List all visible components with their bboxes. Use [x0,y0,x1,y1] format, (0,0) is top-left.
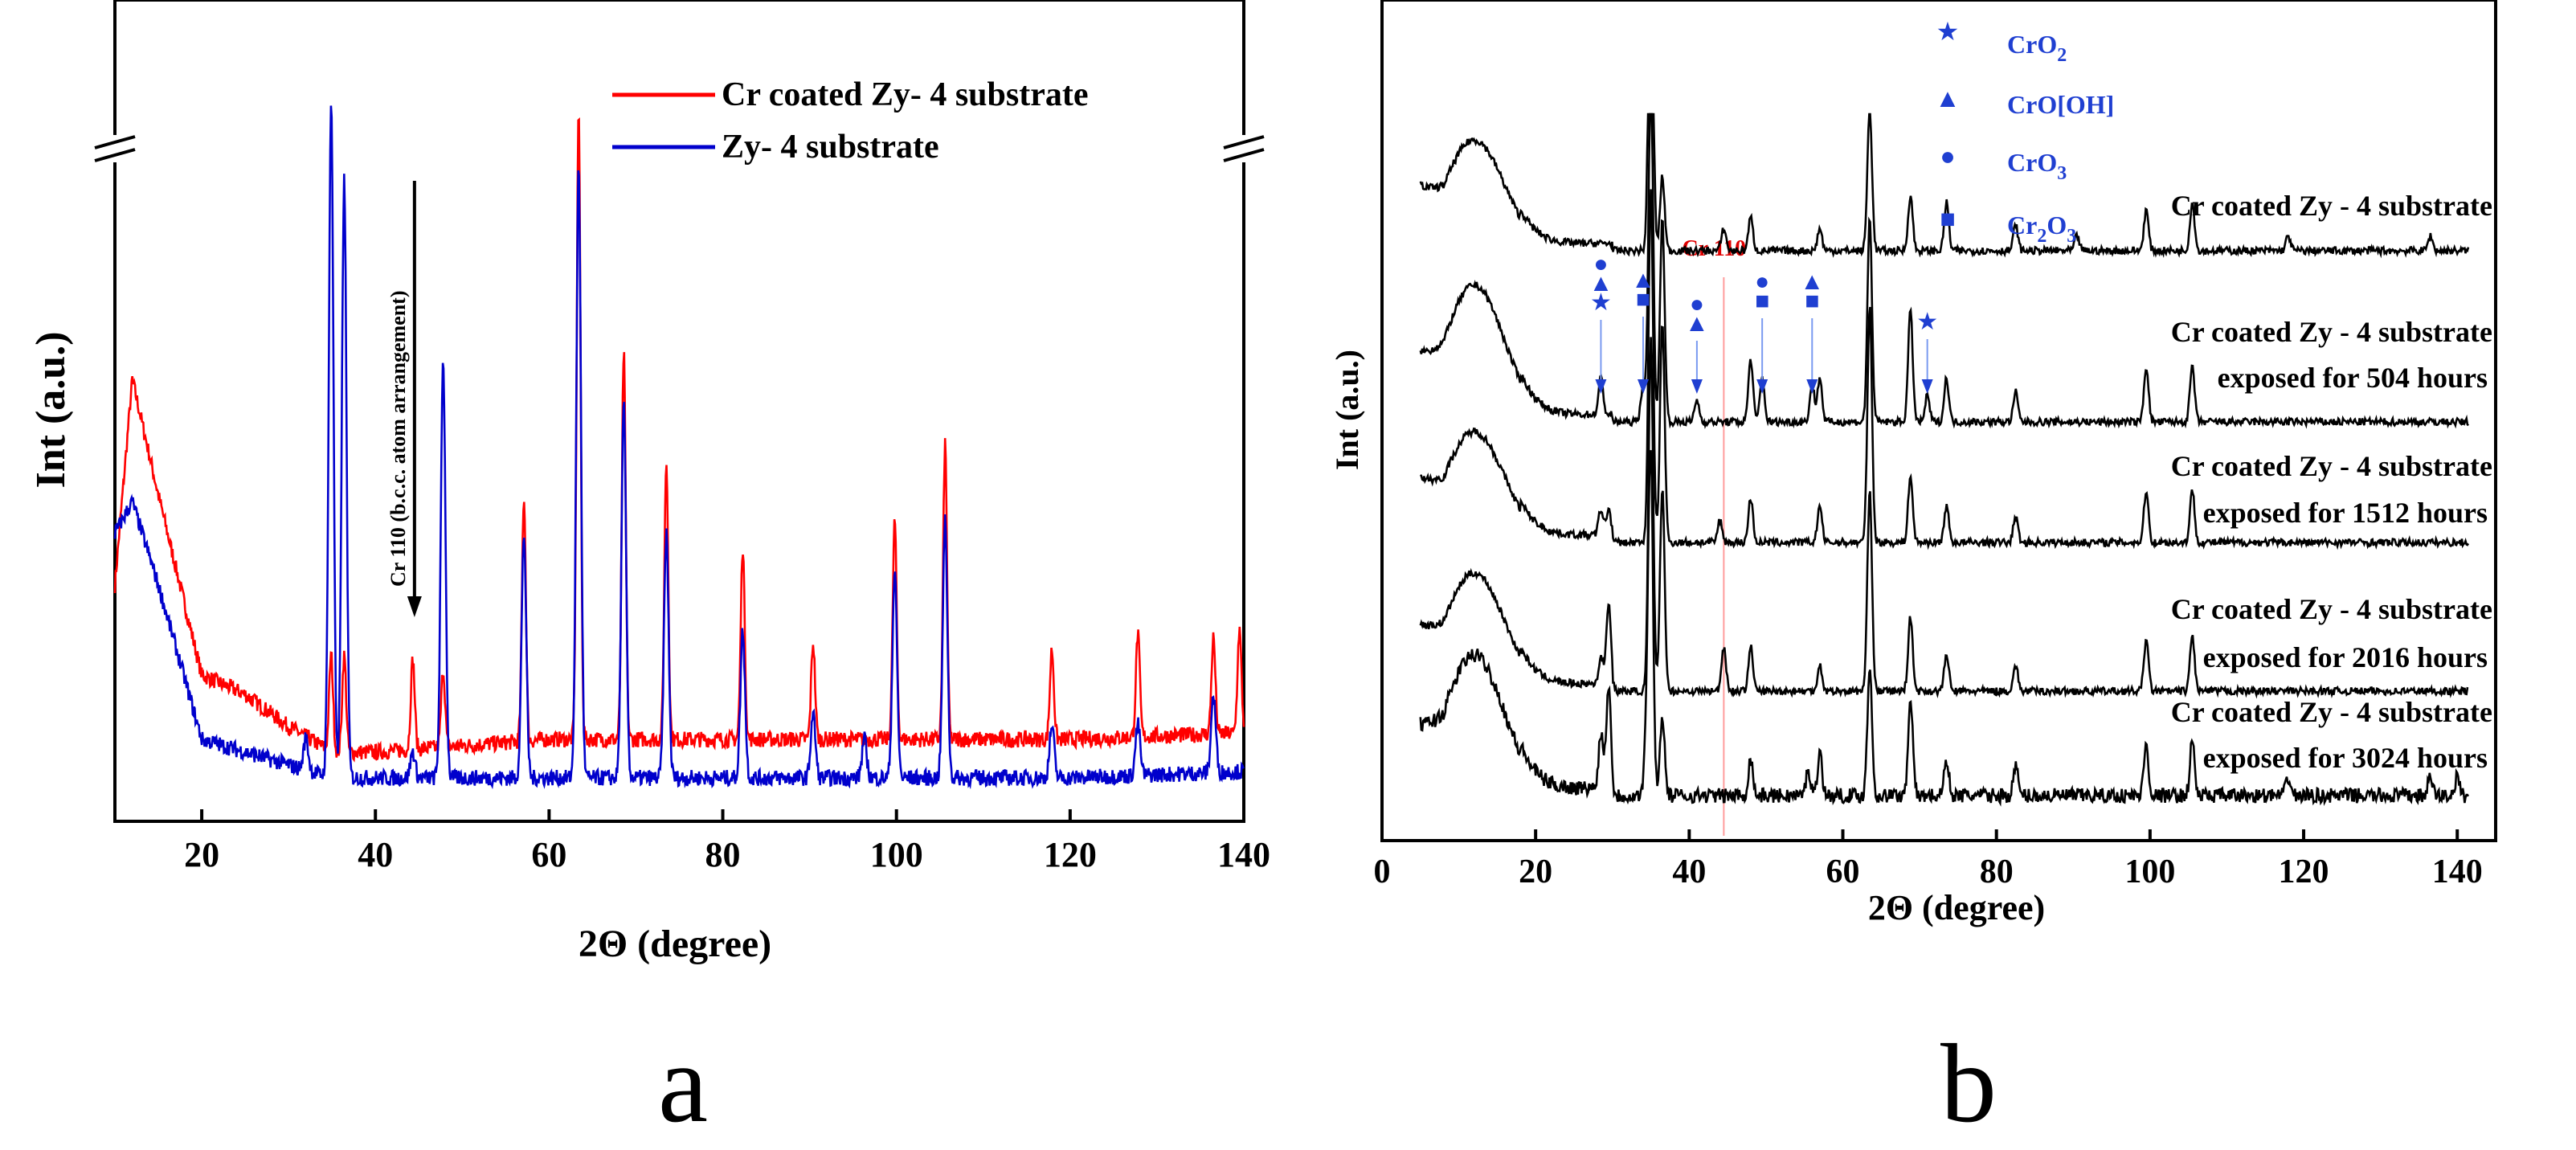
phase-arrow-head [1595,379,1607,394]
legend-label: Cr2O3 [2007,211,2076,247]
panel-b-series-exposure-label-5: exposed for 3024 hours [2203,742,2488,774]
phase-symbol: ■ [1805,288,1819,314]
panel-a-y-axis-label: Int (a.u.) [28,331,74,488]
legend-symbol: ■ [1940,204,1955,233]
phase-symbol: ★ [1590,289,1612,316]
panel-b-legend: ★ CrO2 ▲ CrO[OH] ● CrO3 ■ Cr2O3 [1935,17,2114,247]
legend-blue-label: Zy- 4 substrate [722,129,939,166]
panel-b-x-tick-label: 80 [1980,853,2014,890]
panel-b-series-exposure-label-4: exposed for 2016 hours [2203,641,2488,673]
panel-a-x-tick-label: 80 [705,835,741,874]
cr110-annotation-label: Cr 110 (b.c.c. atom arrangement) [386,291,410,587]
cr110-arrow-head [407,596,422,617]
panel-a-axis-break-right [1223,135,1265,162]
panel-a-chart: 20 40 60 80 100 120 140 Cr 110 (b.c.c. atom ar… [28,0,1270,1146]
panel-a-x-tick-label: 120 [1044,835,1097,874]
panel-b-series-label-1: Cr coated Zy - 4 substrate [2171,190,2492,222]
phase-symbol: ■ [1755,288,1769,314]
panel-a-x-tick-label: 40 [358,835,393,874]
phase-arrow-head [1806,379,1818,394]
phase-symbol: ● [1593,251,1608,277]
phase-symbol: ● [1755,268,1769,295]
phase-arrow-head [1637,379,1649,394]
phase-symbol: ● [1690,291,1704,317]
phase-symbol: ▲ [1685,310,1709,337]
panel-a-legend: Cr coated Zy- 4 substrate Zy- 4 substrat… [612,76,1089,166]
panel-a-plot-frame [113,0,1245,823]
phase-arrow-head [1691,379,1703,394]
panel-b-series-label-2: Cr coated Zy - 4 substrate [2171,316,2492,348]
panel-b-series-line-5 [1419,450,2470,807]
panel-a-axis-break-left [94,135,136,162]
legend-symbol: ★ [1936,17,1960,46]
panel-a-series-line-cr-coated [113,117,1245,763]
panel-b-series-line-3 [1419,189,2470,550]
legend-symbol: ● [1940,141,1955,170]
panel-b-x-tick-label: 0 [1374,853,1391,890]
phase-symbol: ■ [1636,286,1650,313]
phase-symbol: ▲ [1800,268,1824,295]
phase-arrow-head [1921,379,1933,394]
panel-b-x-tick-label: 120 [2279,853,2329,890]
panel-b-series-label-5: Cr coated Zy - 4 substrate [2171,696,2492,728]
panel-b-series-labels: Cr coated Zy - 4 substrate Cr coated Zy -… [2171,190,2492,774]
panel-b-y-axis-label: Int (a.u.) [1329,350,1365,470]
legend-label: CrO3 [2007,148,2067,184]
panel-a-series-line-zy4 [113,105,1245,790]
panel-b-x-tick-label: 40 [1672,853,1706,890]
panel-b-letter: b [1940,1021,1997,1146]
panel-a-x-tick-label: 100 [870,835,923,874]
panel-b-x-tick-label: 100 [2124,853,2175,890]
legend-label: CrO2 [2007,30,2067,66]
panel-a-x-tick-label: 60 [531,835,566,874]
legend-symbol: ▲ [1935,84,1961,113]
panel-a-x-tick-label: 20 [184,835,219,874]
phase-arrow-head [1756,379,1768,394]
legend-red-label: Cr coated Zy- 4 substrate [722,76,1089,113]
panel-b-x-tick-label: 20 [1519,853,1552,890]
panel-b-series-group [1419,113,2470,807]
panel-b-x-tick-label: 60 [1826,853,1860,890]
panel-a-x-tick-label: 140 [1217,835,1270,874]
phase-symbol: ★ [1916,309,1938,335]
panel-b-phase-markers: ●▲★▲■ ●▲●■▲■★ [1589,251,1938,394]
legend-label: CrO[OH] [2007,90,2114,119]
phase-symbol: ▲ [1589,270,1613,297]
panel-b-x-tick-label: 140 [2432,853,2483,890]
panel-b-x-axis-label: 2Θ (degree) [1868,888,2045,927]
panel-b-series-exposure-label-2: exposed for 504 hours [2218,362,2488,394]
panel-b-series-label-4: Cr coated Zy - 4 substrate [2171,593,2492,625]
panel-b-x-ticks: 0 20 40 60 80 100 120 140 [1374,829,2483,890]
panel-a-x-ticks: 20 40 60 80 100 120 140 [184,809,1270,874]
phase-symbol: ▲ [1631,267,1655,293]
panel-b-series-exposure-label-3: exposed for 1512 hours [2203,497,2488,529]
panel-b-series-line-1 [1419,113,2470,259]
panel-a-letter: a [658,1021,708,1146]
panel-b-series-label-3: Cr coated Zy - 4 substrate [2171,450,2492,482]
panel-a-cr110-annotation: Cr 110 (b.c.c. atom arrangement) [386,181,422,617]
panel-a-series-group [113,105,1245,790]
panel-b-series-line-4 [1419,337,2469,699]
panel-a-x-axis-label: 2Θ (degree) [579,923,771,965]
panel-b-series-line-2 [1419,113,2470,430]
panel-b-plot-frame [1380,0,2497,842]
